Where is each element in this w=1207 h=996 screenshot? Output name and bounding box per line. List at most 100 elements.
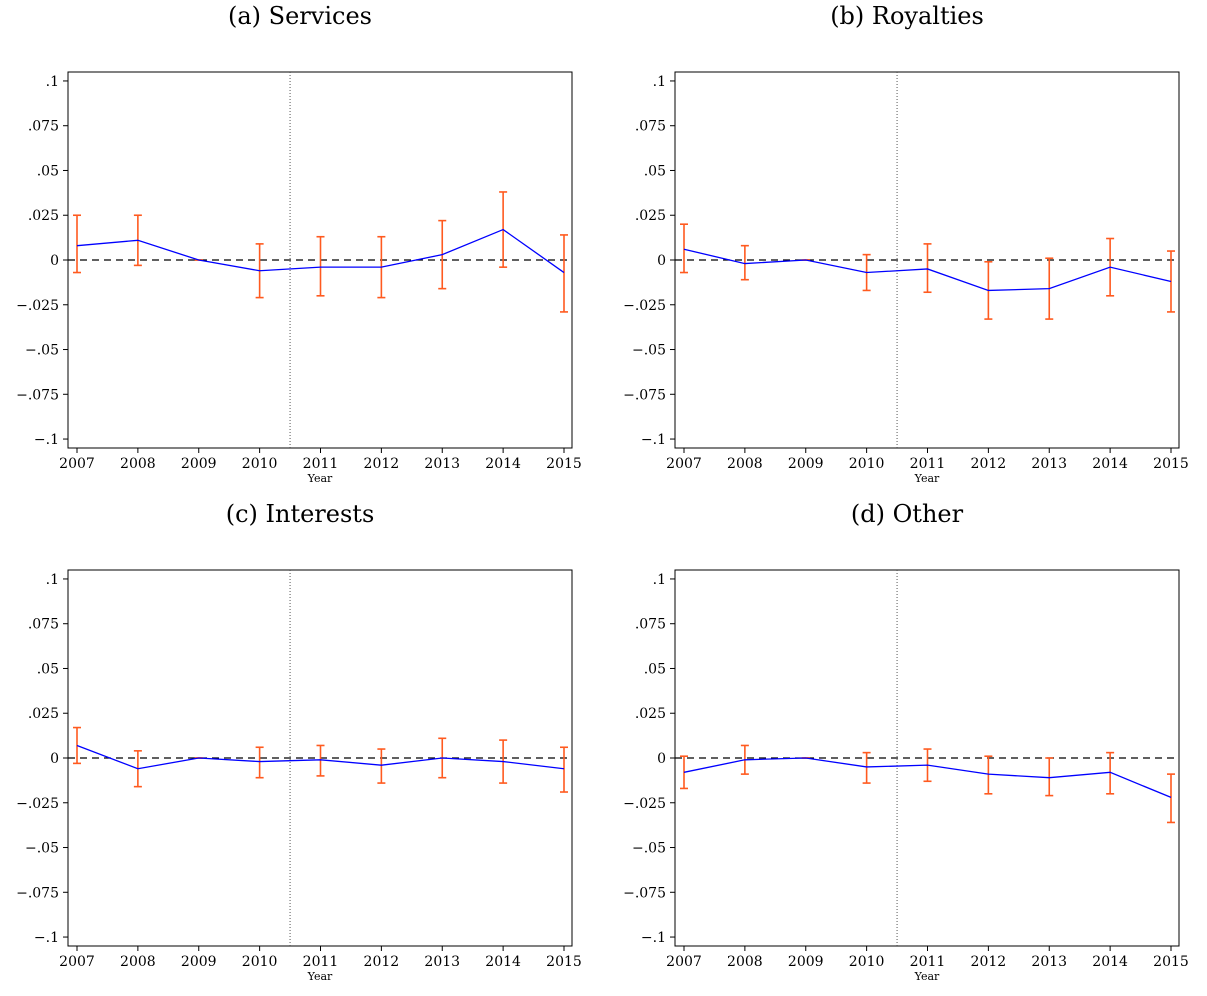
error-bar [923, 243, 932, 294]
panel-royalties: (b) Royalties .1 .075 .05 .025 0 −.025 −.05 −.0… [607, 0, 1207, 498]
y-tick-label: .1 [46, 74, 59, 90]
x-tick-label: 2009 [181, 456, 217, 472]
y-tick-label: 0 [50, 253, 59, 269]
x-tick-label: 2009 [788, 456, 824, 472]
x-tick-label: 2014 [1092, 456, 1128, 472]
y-tick-label: .075 [635, 617, 666, 633]
y-tick-label: −.025 [623, 298, 666, 314]
x-tick-label: 2013 [424, 954, 460, 970]
panel-title: (b) Royalties [830, 2, 984, 30]
y-tick-label: −.1 [34, 930, 59, 946]
x-tick-label: 2008 [120, 954, 156, 970]
y-tick-label: −.025 [16, 796, 59, 812]
error-bar [740, 244, 749, 281]
y-tick-label: −.1 [34, 432, 59, 448]
x-axis-title: Year [307, 970, 333, 983]
error-bar [984, 755, 993, 795]
series-line [76, 228, 565, 274]
y-tick-label: −.075 [16, 387, 59, 403]
y-tick-label: −.1 [641, 432, 666, 448]
y-tick-label: −.05 [632, 841, 666, 857]
x-tick-label: 2007 [59, 456, 95, 472]
panel-title: (d) Other [850, 500, 964, 528]
y-tick-label: .1 [653, 74, 666, 90]
error-bar [377, 748, 386, 784]
y-tick-label: .025 [28, 208, 59, 224]
x-axis-title: Year [914, 970, 940, 983]
y-tick-label: −.025 [623, 796, 666, 812]
y-tick-label: −.075 [16, 885, 59, 901]
x-tick-label: 2012 [364, 954, 400, 970]
y-tick-label: .075 [28, 617, 59, 633]
error-bar [316, 235, 325, 297]
y-tick-label: .025 [28, 706, 59, 722]
x-tick-label: 2010 [849, 954, 885, 970]
error-bar [316, 744, 325, 777]
panel-interests: (c) Interests .1 .075 .05 .025 0 −.025 −.05 −.0… [0, 498, 600, 996]
panel-other: (d) Other .1 .075 .05 .025 0 −.025 −.05 −.075 −.… [607, 498, 1207, 996]
x-axis-title: Year [307, 472, 333, 485]
x-tick-label: 2012 [971, 456, 1007, 472]
x-tick-label: 2007 [59, 954, 95, 970]
x-tick-label: 2011 [303, 954, 339, 970]
y-tick-label: .1 [653, 572, 666, 588]
y-tick-label: −.1 [641, 930, 666, 946]
x-tick-label: 2010 [242, 456, 278, 472]
error-bar [680, 755, 688, 790]
y-tick-label: −.075 [623, 387, 666, 403]
x-tick-label: 2015 [546, 954, 582, 970]
panel-services: (a) Services .1 .075 .05 .025 0 −.025 −.05 −.07… [0, 0, 600, 498]
y-tick-label: .075 [635, 119, 666, 135]
y-tick-label: .05 [644, 163, 666, 179]
y-tick-label: .05 [37, 163, 59, 179]
x-tick-label: 2008 [727, 954, 763, 970]
error-bar [1167, 773, 1175, 824]
series-line [683, 248, 1172, 292]
y-tick-label: .1 [46, 572, 59, 588]
y-tick-label: .025 [635, 706, 666, 722]
y-tick-label: 0 [657, 253, 666, 269]
error-bar [862, 751, 871, 784]
y-tick-label: −.05 [25, 343, 59, 359]
series-line [683, 757, 1172, 798]
x-tick-label: 2009 [181, 954, 217, 970]
x-tick-label: 2014 [485, 954, 521, 970]
error-bar [1106, 751, 1115, 795]
x-tick-label: 2011 [910, 456, 946, 472]
x-tick-label: 2012 [364, 456, 400, 472]
x-tick-label: 2013 [1031, 456, 1067, 472]
x-tick-label: 2010 [849, 456, 885, 472]
error-bar [73, 214, 81, 274]
x-tick-label: 2011 [303, 456, 339, 472]
x-tick-label: 2015 [546, 456, 582, 472]
y-tick-label: .05 [644, 661, 666, 677]
error-bar [680, 223, 688, 274]
panel-title: (c) Interests [225, 500, 375, 528]
error-bar [1045, 757, 1054, 797]
error-bar [255, 746, 264, 779]
x-tick-label: 2013 [424, 456, 460, 472]
x-tick-label: 2014 [1092, 954, 1128, 970]
x-tick-label: 2007 [666, 456, 702, 472]
y-tick-label: −.05 [632, 343, 666, 359]
error-bar [560, 746, 568, 793]
x-tick-label: 2015 [1153, 456, 1189, 472]
error-bar [560, 234, 568, 313]
y-tick-label: .05 [37, 661, 59, 677]
x-tick-label: 2013 [1031, 954, 1067, 970]
x-tick-label: 2014 [485, 456, 521, 472]
y-tick-label: 0 [657, 751, 666, 767]
y-tick-label: −.05 [25, 841, 59, 857]
series-line [76, 744, 565, 770]
y-tick-label: −.075 [623, 885, 666, 901]
x-tick-label: 2011 [910, 954, 946, 970]
x-tick-label: 2010 [242, 954, 278, 970]
y-tick-label: −.025 [16, 298, 59, 314]
panel-title: (a) Services [228, 2, 372, 30]
x-tick-label: 2012 [971, 954, 1007, 970]
x-tick-label: 2008 [120, 456, 156, 472]
